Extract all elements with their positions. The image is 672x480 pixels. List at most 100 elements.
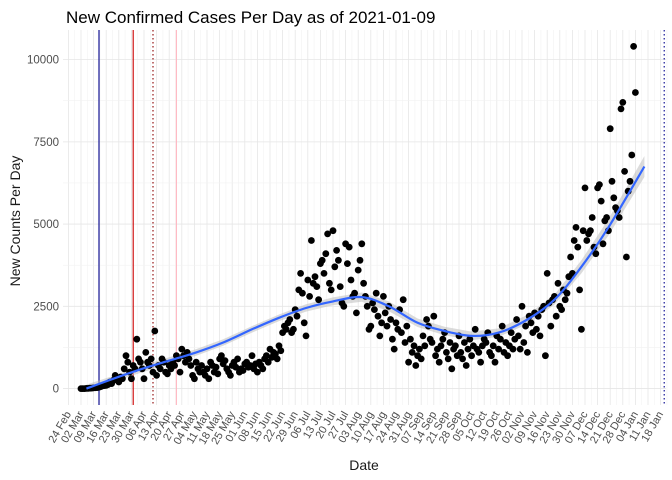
data-point [351, 289, 358, 297]
data-point [410, 342, 418, 350]
data-point [232, 363, 240, 371]
data-point [264, 358, 272, 366]
data-point [558, 306, 565, 313]
data-point [286, 316, 294, 323]
data-point [399, 296, 407, 304]
data-point [437, 342, 445, 350]
data-point [363, 302, 371, 310]
data-point [547, 322, 555, 330]
data-point [578, 325, 585, 333]
data-point [354, 266, 362, 274]
data-point [563, 289, 571, 297]
data-point [615, 214, 623, 221]
data-point [452, 342, 459, 350]
data-point [259, 365, 267, 373]
data-point [389, 335, 396, 343]
data-point [358, 240, 366, 248]
data-point [212, 363, 220, 371]
data-point [518, 302, 526, 310]
data-point [137, 358, 144, 366]
data-point [599, 240, 607, 248]
data-point [561, 296, 569, 304]
trend-line [86, 165, 646, 390]
data-point [322, 250, 330, 258]
data-point [516, 345, 524, 353]
data-point [408, 349, 416, 356]
data-point [299, 289, 306, 297]
data-point [515, 332, 522, 340]
data-point [462, 362, 470, 369]
data-point [435, 358, 443, 366]
data-point [290, 325, 297, 333]
data-point [392, 319, 400, 327]
data-point [142, 349, 150, 356]
data-point [122, 352, 130, 360]
data-point [417, 355, 425, 363]
y-tick-label: 10000 [27, 55, 59, 67]
data-point [171, 362, 179, 369]
data-point [588, 214, 596, 221]
data-point [628, 151, 636, 159]
data-point [335, 256, 342, 264]
data-point [293, 312, 301, 320]
data-point [345, 243, 353, 251]
data-point [372, 289, 380, 297]
data-point [333, 247, 340, 254]
data-point [574, 243, 582, 251]
data-point [542, 352, 549, 360]
data-point [603, 214, 610, 221]
data-point [380, 293, 387, 300]
data-point [439, 335, 447, 343]
data-point [448, 365, 456, 373]
data-point [587, 227, 594, 235]
data-point [606, 125, 614, 133]
data-point [221, 357, 229, 364]
data-point [308, 237, 315, 244]
data-point [376, 332, 384, 340]
data-point [306, 293, 313, 300]
data-point [239, 367, 247, 374]
data-point [329, 227, 337, 235]
data-point [192, 358, 200, 366]
y-axis-ticks: 0 2500 5000 7500 10000 [27, 55, 59, 396]
data-point [507, 329, 515, 336]
data-point [610, 194, 618, 202]
data-point [360, 279, 367, 287]
data-point [509, 345, 517, 353]
data-point [218, 352, 225, 360]
data-point [383, 322, 391, 330]
data-point [297, 270, 304, 277]
data-point [311, 273, 319, 281]
data-point [570, 237, 578, 244]
data-point [304, 276, 312, 284]
data-point [300, 319, 308, 327]
data-point [327, 286, 335, 294]
data-point [592, 250, 600, 258]
data-point [608, 177, 616, 185]
data-point [623, 253, 630, 261]
data-point [466, 335, 474, 343]
y-tick-label: 0 [53, 384, 59, 396]
data-point [263, 352, 270, 360]
data-point [315, 296, 322, 304]
data-point [336, 283, 344, 290]
data-point [572, 224, 580, 231]
confidence-band-area [86, 156, 645, 393]
data-point [626, 177, 634, 185]
data-point [405, 358, 412, 366]
data-point [140, 375, 148, 383]
data-point [187, 362, 195, 369]
x-axis-title: Date [349, 457, 379, 473]
data-point [371, 306, 378, 313]
data-point [320, 270, 328, 277]
confidence-band [86, 156, 645, 393]
data-point [378, 319, 385, 327]
data-point [407, 335, 414, 343]
data-point [127, 375, 135, 383]
data-point [554, 279, 562, 287]
data-point [468, 352, 475, 360]
data-point [318, 256, 326, 264]
data-point [428, 339, 436, 346]
data-point [273, 355, 281, 363]
